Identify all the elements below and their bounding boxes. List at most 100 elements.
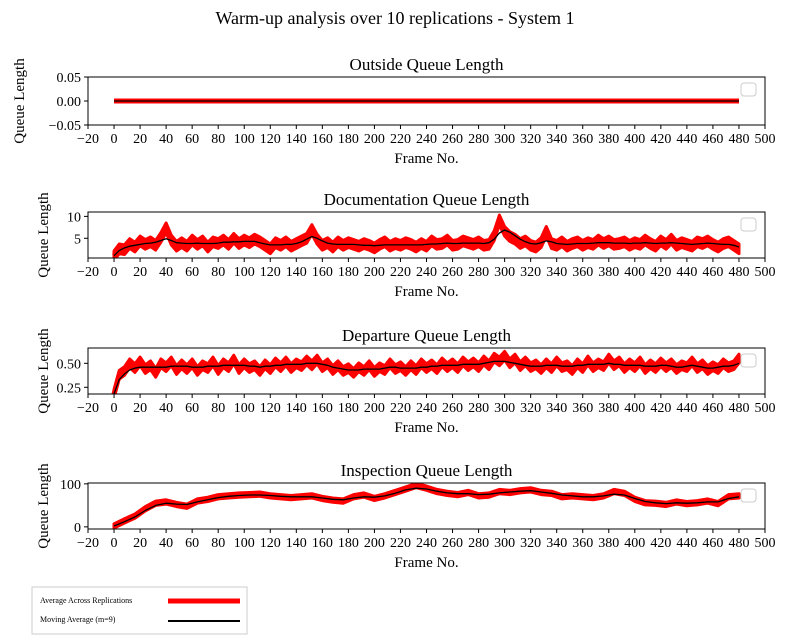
average-line: [112, 483, 740, 529]
y-tick-label: 0.50: [57, 357, 82, 372]
x-tick-label: 460: [702, 265, 723, 280]
x-tick-label: 320: [520, 536, 541, 551]
x-tick-label: 440: [676, 401, 697, 416]
subplot-4: Inspection Queue Length−20 0 20 40 60 80 100 12…: [36, 461, 776, 571]
x-tick-label: 100: [234, 536, 255, 551]
y-tick-label: 10: [67, 210, 81, 225]
x-tick-label: 120: [260, 265, 281, 280]
x-tick-label: 440: [676, 536, 697, 551]
x-tick-label: 300: [494, 132, 515, 147]
x-tick-label: 320: [520, 401, 541, 416]
y-tick-label: 0.25: [57, 381, 82, 396]
x-tick-label: 480: [728, 401, 749, 416]
empty-legend-box: [740, 82, 757, 97]
x-tick-label: −20: [77, 536, 99, 551]
x-tick-label: 500: [755, 536, 776, 551]
x-tick-label: 0: [111, 265, 118, 280]
x-tick-label: 0: [111, 132, 118, 147]
x-tick-label: 260: [442, 401, 463, 416]
plot-area: [112, 483, 741, 529]
x-tick-label: 220: [390, 401, 411, 416]
x-tick-label: 400: [624, 132, 645, 147]
subplot-2: Documentation Queue Length −20 0 20 40 60 80 10…: [36, 190, 776, 300]
subplots: Outside Queue Length−20 0 20 40 60 80 100 120 14…: [12, 55, 776, 571]
y-tick-label: 5: [74, 232, 81, 247]
x-tick-label: 80: [211, 132, 225, 147]
x-tick-label: 300: [494, 536, 515, 551]
x-tick-label: 60: [185, 265, 199, 280]
y-tick-label: 0.00: [57, 95, 82, 110]
subplot-title: Departure Queue Length: [342, 326, 511, 345]
x-tick-label: 140: [286, 132, 307, 147]
x-tick-label: 200: [364, 401, 385, 416]
x-tick-label: 340: [546, 536, 567, 551]
x-tick-label: 360: [572, 536, 593, 551]
subplot-3: Departure Queue Length −20 0 20 40 60 80 100 120…: [36, 326, 776, 436]
x-tick-label: 20: [133, 265, 147, 280]
empty-legend-box: [740, 353, 757, 368]
legend-frame: [31, 586, 248, 635]
x-tick-label: 80: [211, 265, 225, 280]
y-tick-label: 0: [74, 521, 81, 536]
x-tick-label: 200: [364, 536, 385, 551]
x-tick-label: 60: [185, 401, 199, 416]
x-tick-label: 300: [494, 265, 515, 280]
x-tick-label: 320: [520, 132, 541, 147]
x-tick-label: 40: [159, 132, 173, 147]
x-tick-label: 60: [185, 536, 199, 551]
x-tick-label: 40: [159, 265, 173, 280]
x-axis-label: Frame No.: [394, 420, 458, 436]
x-tick-label: 380: [598, 536, 619, 551]
subplot-1: Outside Queue Length −20 0 20 40 60 80 100 120 14…: [12, 55, 776, 167]
legend-label-average: Average Across Replications: [40, 596, 132, 605]
y-axis-label: Queue Length: [12, 58, 28, 144]
moving-average-line: [113, 487, 740, 527]
y-tick-label: −0.05: [49, 119, 81, 134]
x-tick-label: 20: [133, 132, 147, 147]
y-tick-label: 100: [60, 478, 81, 493]
x-tick-label: 140: [286, 265, 307, 280]
x-tick-label: 240: [416, 265, 437, 280]
x-tick-label: 480: [728, 132, 749, 147]
x-tick-label: 20: [133, 536, 147, 551]
subplot-title: Inspection Queue Length: [341, 461, 513, 480]
x-tick-label: 200: [364, 265, 385, 280]
x-tick-label: 400: [624, 536, 645, 551]
subplot-title: Outside Queue Length: [350, 55, 504, 74]
x-axis-label: Frame No.: [394, 284, 458, 300]
moving-average-line: [113, 229, 740, 257]
x-tick-label: 420: [650, 401, 671, 416]
x-tick-label: 380: [598, 132, 619, 147]
y-tick-label: 0.05: [57, 71, 82, 86]
x-tick-label: 400: [624, 265, 645, 280]
x-tick-label: 220: [390, 132, 411, 147]
x-tick-label: 100: [234, 401, 255, 416]
x-tick-label: 160: [312, 536, 333, 551]
x-tick-label: 80: [211, 401, 225, 416]
x-tick-label: 360: [572, 265, 593, 280]
figure-legend: Average Across Replications Moving Avera…: [31, 586, 248, 635]
legend-label-moving-average: Moving Average (m=9): [40, 615, 116, 624]
x-tick-label: 380: [598, 401, 619, 416]
x-tick-label: 500: [755, 265, 776, 280]
x-tick-label: 260: [442, 536, 463, 551]
x-tick-label: 240: [416, 132, 437, 147]
average-band: [112, 349, 741, 394]
x-tick-label: 220: [390, 536, 411, 551]
x-tick-label: 0: [111, 401, 118, 416]
plot-area: [111, 213, 741, 258]
y-axis-label: Queue Length: [36, 463, 52, 549]
x-tick-label: 280: [468, 265, 489, 280]
x-tick-label: 200: [364, 132, 385, 147]
moving-average-line: [113, 360, 740, 394]
x-tick-label: 40: [159, 401, 173, 416]
x-tick-label: 460: [702, 401, 723, 416]
x-tick-label: 120: [260, 536, 281, 551]
x-tick-label: 440: [676, 132, 697, 147]
x-tick-label: 280: [468, 132, 489, 147]
x-tick-label: 80: [211, 536, 225, 551]
x-tick-label: 100: [234, 132, 255, 147]
x-tick-label: 20: [133, 401, 147, 416]
x-tick-label: 60: [185, 132, 199, 147]
x-tick-label: 240: [416, 401, 437, 416]
